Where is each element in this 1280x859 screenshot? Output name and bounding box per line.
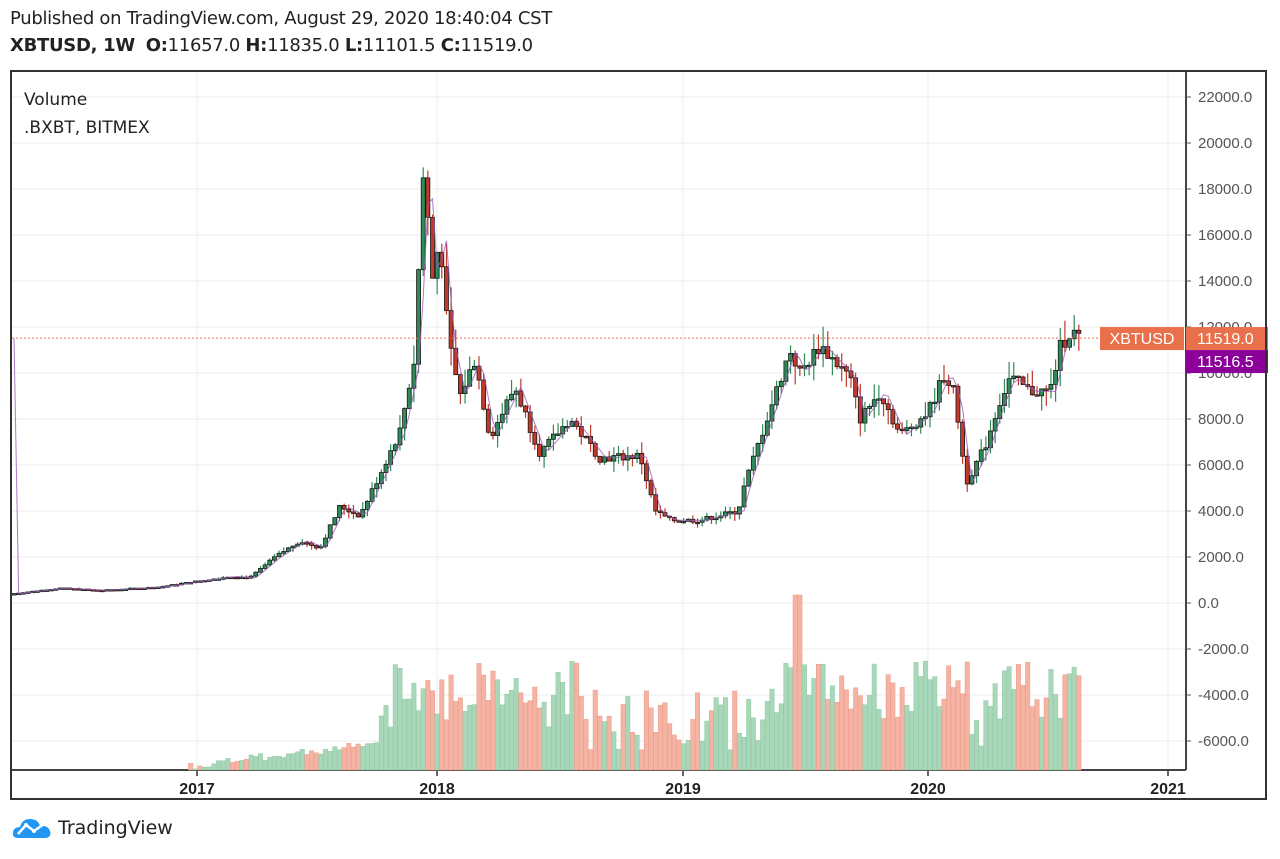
y-tick-label: 20000.0: [1198, 135, 1252, 152]
brand-label: TradingView: [58, 817, 173, 839]
y-tick-label: 14000.0: [1198, 273, 1252, 290]
index-price-badge: [1186, 350, 1268, 374]
svg-text:XBTUSD: XBTUSD: [1110, 331, 1175, 348]
moving-average-line: [13, 197, 1079, 595]
chart-legend: Volume .BXBT, BITMEX: [24, 86, 150, 142]
tradingview-brand[interactable]: TradingView: [12, 816, 173, 840]
svg-text:11516.5: 11516.5: [1197, 354, 1254, 371]
x-tick-label: 2021: [1150, 781, 1186, 798]
high-value: 11835.0: [267, 35, 340, 56]
published-line: Published on TradingView.com, August 29,…: [10, 8, 552, 29]
y-tick-label: -6000.0: [1198, 733, 1249, 750]
x-tick-label: 2020: [910, 781, 946, 798]
y-tick-label: 2000.0: [1198, 549, 1244, 566]
y-tick-label: -2000.0: [1198, 641, 1249, 658]
tradingview-cloud-icon: [12, 819, 51, 838]
chart-frame: [10, 70, 1267, 800]
y-tick-label: 18000.0: [1198, 181, 1252, 198]
open-value: 11657.0: [167, 35, 241, 56]
x-tick-label: 2018: [419, 781, 455, 798]
open-label: O:: [145, 35, 168, 56]
symbol-ohlc-line: XBTUSD, 1W O:11657.0 H:11835.0 L:11101.5…: [10, 35, 533, 56]
legend-source: .BXBT, BITMEX: [24, 118, 150, 138]
svg-text:11519.0: 11519.0: [1197, 331, 1254, 348]
y-tick-label: 6000.0: [1198, 457, 1244, 474]
volume-bars: [188, 594, 1082, 771]
y-tick-label: 22000.0: [1198, 89, 1252, 106]
x-tick-label: 2019: [665, 781, 701, 798]
y-tick-label: 0.0: [1198, 595, 1219, 612]
symbol-price-tag: XBTUSD: [1100, 327, 1184, 351]
y-tick-label: 8000.0: [1198, 411, 1244, 428]
low-label: L:: [344, 35, 363, 56]
y-tick-label: 4000.0: [1198, 503, 1244, 520]
close-label: C:: [440, 35, 461, 56]
y-tick-label: -4000.0: [1198, 687, 1249, 704]
high-label: H:: [245, 35, 268, 56]
symbol-label: XBTUSD, 1W: [10, 35, 135, 56]
last-price-badge: [1186, 327, 1268, 351]
low-value: 11101.5: [362, 35, 436, 56]
x-tick-label: 2017: [179, 781, 215, 798]
legend-volume: Volume: [24, 90, 88, 110]
y-tick-label: 16000.0: [1198, 227, 1252, 244]
close-value: 11519.0: [460, 35, 534, 56]
